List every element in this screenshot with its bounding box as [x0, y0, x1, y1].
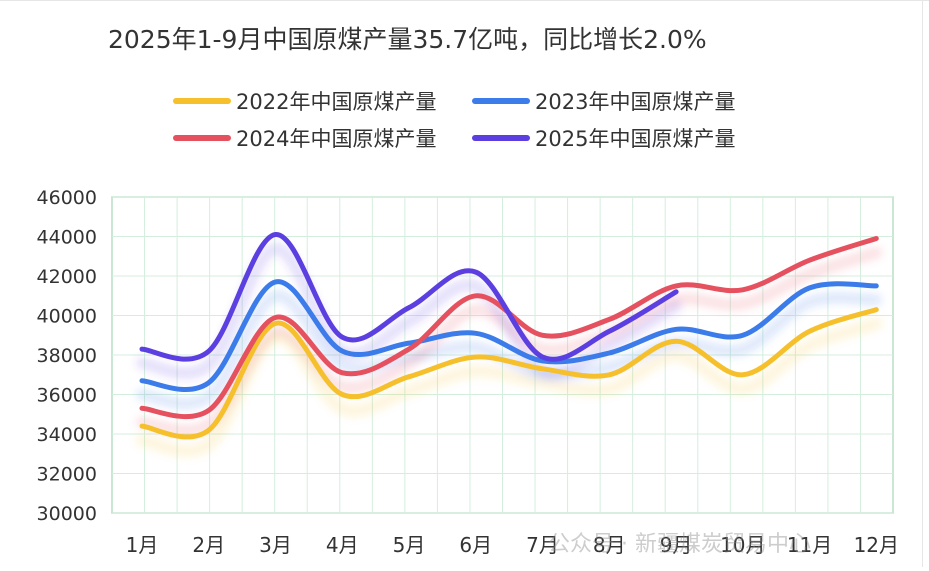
legend-label-2: 2024年中国原煤产量	[236, 127, 436, 151]
y-tick-label: 46000	[37, 187, 97, 209]
x-tick-label: 2月	[192, 533, 225, 557]
x-tick-label: 12月	[854, 533, 899, 557]
y-tick-label: 30000	[37, 503, 97, 525]
y-tick-label: 40000	[37, 306, 97, 328]
x-tick-label: 6月	[459, 533, 492, 557]
series-reflection-1	[136, 289, 883, 410]
y-tick-label: 38000	[37, 345, 97, 367]
x-tick-label: 10月	[720, 533, 765, 557]
series-line-0	[139, 307, 879, 440]
x-tick-label: 4月	[326, 533, 359, 557]
y-tick-label: 34000	[37, 424, 97, 446]
y-axis: 30000 32000 34000 36000 38000 40000 42000 44000…	[37, 187, 97, 525]
series-reflection-2	[136, 246, 883, 437]
legend-label-0: 2022年中国原煤产量	[236, 90, 436, 114]
y-tick-label: 36000	[37, 385, 97, 407]
x-tick-label: 11月	[787, 533, 832, 557]
y-tick-label: 32000	[37, 464, 97, 486]
x-tick-label: 1月	[126, 533, 159, 557]
legend-label-3: 2025年中国原煤产量	[535, 127, 735, 151]
x-axis: 1月 2月 3月 4月 5月 6月 7月 8月 9月 10月 11月 12月	[126, 533, 899, 557]
y-tick-label: 42000	[37, 266, 97, 288]
legend: 2022年中国原煤产量 2023年中国原煤产量 2024年中国原煤产量 2025年中国…	[173, 90, 735, 151]
series-line-1	[139, 279, 879, 393]
series-lines	[139, 232, 879, 440]
frame-top-edge	[0, 0, 929, 1]
x-tick-label: 7月	[526, 533, 559, 557]
series-reflection-3	[136, 242, 683, 380]
x-tick-label: 8月	[593, 533, 626, 557]
chart-title: 2025年1-9月中国原煤产量35.7亿吨，同比增长2.0%	[108, 25, 707, 54]
series-line-3	[139, 232, 679, 362]
x-tick-label: 5月	[393, 533, 426, 557]
frame-right-edge	[922, 0, 923, 567]
y-tick-label: 44000	[37, 227, 97, 249]
reflection-lines	[136, 242, 883, 457]
series-line-2	[139, 236, 879, 420]
x-tick-label: 9月	[660, 533, 693, 557]
x-tick-label: 3月	[259, 533, 292, 557]
legend-label-1: 2023年中国原煤产量	[535, 90, 735, 114]
watermark: 公众号 · 新疆煤炭贸易中心	[548, 532, 811, 557]
